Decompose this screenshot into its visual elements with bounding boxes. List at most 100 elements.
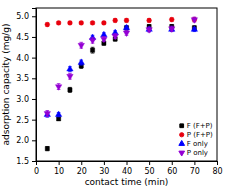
- error-bar: [91, 47, 95, 53]
- legend-item: F only: [179, 140, 208, 148]
- x-axis: 0 10 20 30 40 50 60 70 80: [34, 161, 223, 176]
- tick-label: 80: [212, 167, 222, 176]
- tick: 5.0: [16, 12, 36, 21]
- tick-mark: [81, 161, 82, 165]
- tick-label: 4.0: [16, 54, 29, 63]
- tick-mark: [32, 99, 36, 100]
- error-bar: [147, 19, 151, 22]
- point: [67, 74, 73, 80]
- tick: 30: [99, 161, 109, 176]
- tick-label: 5.0: [16, 12, 29, 21]
- tick-mark: [32, 16, 36, 17]
- point: [169, 17, 174, 22]
- point: [68, 88, 72, 92]
- tick-label: 2.5: [16, 116, 29, 125]
- point: [147, 18, 152, 23]
- tick-label: 1.5: [16, 157, 29, 166]
- y-axis: 1.5 2.0 2.5 3.0 3.5 4.0 4.5 5.0: [16, 9, 36, 167]
- point: [78, 59, 84, 65]
- legend-symbol: [180, 133, 184, 137]
- tick: 10: [54, 161, 64, 176]
- point: [67, 65, 73, 71]
- point: [79, 20, 84, 25]
- tick-label: 3.0: [16, 95, 29, 104]
- tick-mark: [194, 161, 195, 165]
- tick: 80: [212, 161, 222, 176]
- series: [44, 17, 198, 117]
- legend-label: F only: [187, 140, 208, 148]
- tick-mark: [172, 161, 173, 165]
- tick-label: 30: [99, 167, 109, 176]
- point: [169, 27, 175, 33]
- tick-label: 3.5: [16, 74, 29, 83]
- point: [55, 111, 61, 117]
- tick-mark: [32, 58, 36, 59]
- tick: 20: [77, 161, 87, 176]
- point: [90, 20, 95, 25]
- tick: 4.0: [16, 54, 36, 63]
- point: [89, 38, 95, 44]
- tick: 50: [145, 161, 155, 176]
- point: [101, 31, 107, 37]
- point: [191, 26, 197, 32]
- tick-label: 50: [145, 167, 155, 176]
- marks: [44, 17, 198, 151]
- point: [146, 28, 152, 34]
- point: [56, 20, 61, 25]
- tick: 3.5: [16, 74, 36, 83]
- tick: 70: [190, 161, 200, 176]
- legend-label: F (F+P): [187, 122, 213, 130]
- tick-mark: [32, 78, 36, 79]
- chart: 0 10 20 30 40 50 60 70 80 1.5 2.0 2.5 3.0 3.5 4.0 4.5 5.…: [0, 0, 225, 189]
- point: [123, 31, 129, 37]
- legend-label: P only: [187, 149, 208, 157]
- tick: 60: [167, 161, 177, 176]
- error-bar: [57, 117, 61, 120]
- x-axis-title: contact time (min): [85, 177, 169, 187]
- tick-label: 40: [122, 167, 132, 176]
- tick-mark: [59, 161, 60, 165]
- tick-label: 70: [190, 167, 200, 176]
- legend-item: F (F+P): [180, 122, 213, 130]
- error-bar: [125, 19, 129, 22]
- legend-label: P (F+P): [187, 131, 213, 139]
- legend-item: P (F+P): [180, 131, 213, 139]
- point: [78, 43, 84, 49]
- error-bar: [46, 147, 50, 151]
- tick-label: 60: [167, 167, 177, 176]
- tick-mark: [104, 161, 105, 165]
- tick: 1.5: [16, 157, 36, 166]
- legend-symbol: [179, 140, 185, 145]
- series: [45, 24, 196, 150]
- series: [45, 17, 197, 27]
- axis-line: [37, 162, 218, 166]
- tick: 0: [34, 161, 39, 176]
- tick-label: 2.0: [16, 136, 29, 145]
- point: [191, 18, 197, 24]
- tick: 3.0: [16, 95, 36, 104]
- tick-label: 4.5: [16, 33, 29, 42]
- tick-mark: [217, 161, 218, 165]
- point: [45, 146, 49, 150]
- tick-mark: [127, 161, 128, 165]
- tick-label: 20: [77, 167, 87, 176]
- point: [68, 20, 73, 25]
- error-bar: [68, 87, 72, 92]
- tick-label: 10: [54, 167, 64, 176]
- tick: 2.0: [16, 136, 36, 145]
- legend-item: P only: [179, 149, 208, 157]
- y-axis-title: adsorption capacity (mg/g): [1, 23, 11, 145]
- legend: F (F+P)P (F+P)F onlyP only: [179, 122, 213, 157]
- point: [45, 22, 50, 27]
- tick: 4.5: [16, 33, 36, 42]
- point: [90, 48, 94, 52]
- tick: 2.5: [16, 116, 36, 125]
- plot-frame: [36, 8, 217, 161]
- point: [113, 18, 118, 23]
- point: [101, 20, 106, 25]
- point: [124, 18, 129, 23]
- series: [44, 24, 198, 117]
- legend-symbol: [179, 151, 185, 156]
- tick-mark: [149, 161, 150, 165]
- tick: 40: [122, 161, 132, 176]
